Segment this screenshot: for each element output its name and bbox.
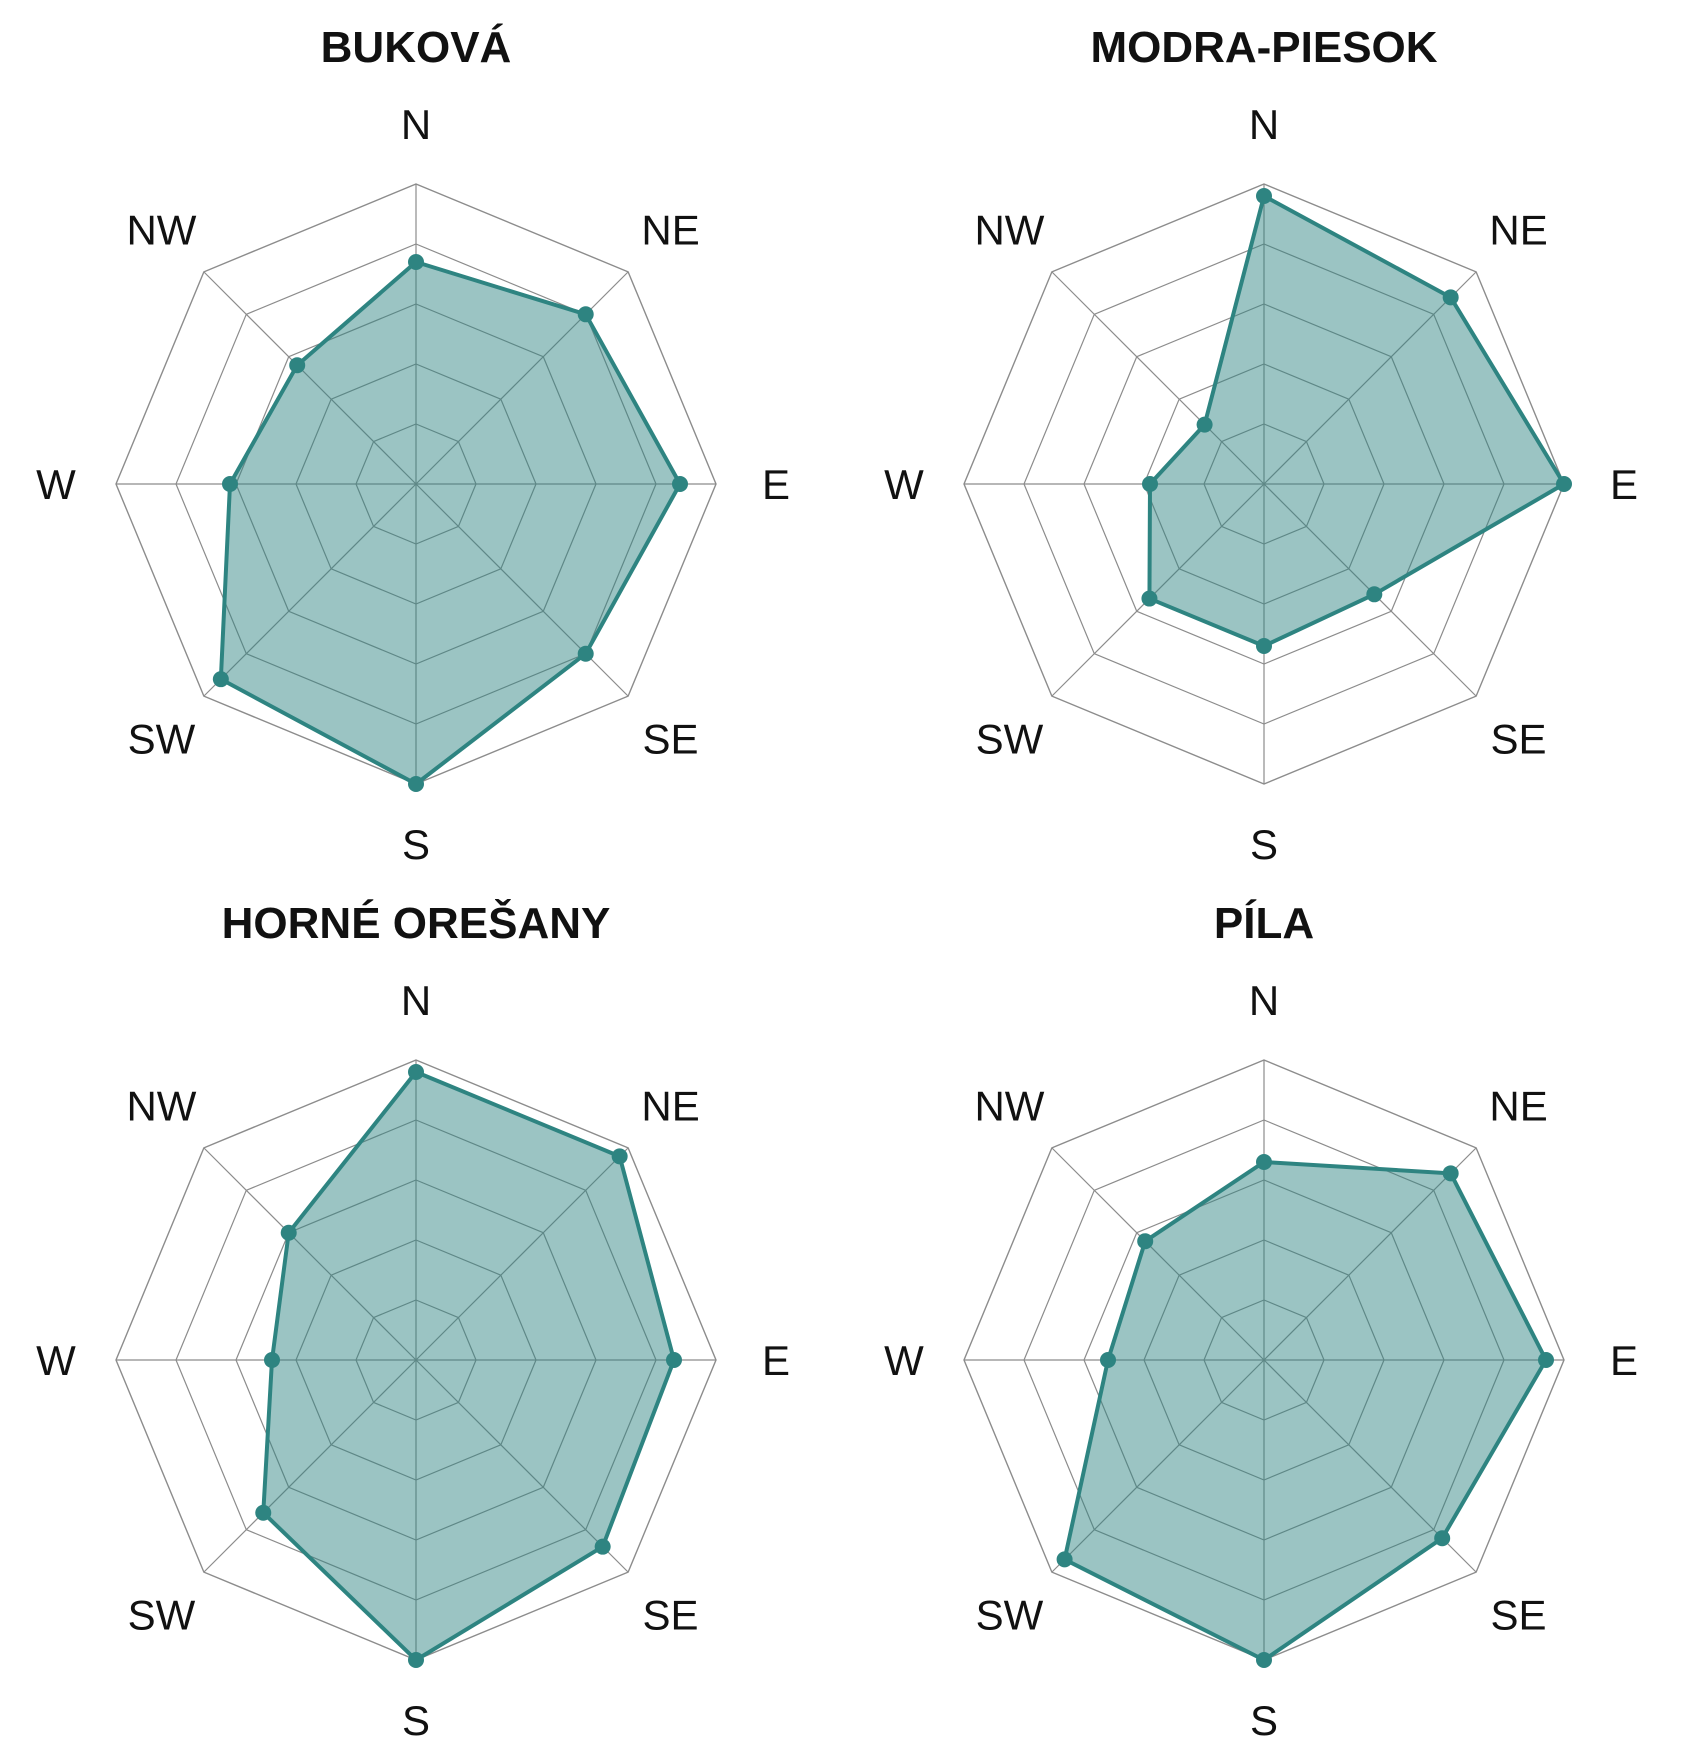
grid-spoke [1051, 1147, 1265, 1361]
direction-label-sw: SW [976, 716, 1044, 763]
data-point-sw [1056, 1551, 1073, 1568]
chart-panel-pila: PÍLA N NE E SE S SW W NW [848, 876, 1695, 1758]
direction-label-n: N [401, 977, 431, 1024]
data-point-s [1256, 638, 1272, 654]
grid-spoke [415, 271, 629, 485]
direction-label-n: N [401, 101, 431, 148]
direction-label-w: W [36, 1337, 76, 1384]
direction-label-sw: SW [128, 716, 196, 763]
data-point-ne [611, 1148, 628, 1165]
grid-spoke [415, 1147, 629, 1361]
direction-label-sw: SW [976, 1592, 1044, 1639]
chart-panel-bukova: BUKOVÁ N NE E SE S SW W NW [0, 0, 847, 882]
grid-spoke [415, 1359, 629, 1573]
data-point-s [1256, 1652, 1272, 1668]
grid-spoke [1051, 483, 1265, 697]
series-area [261, 1070, 676, 1662]
chart-panel-horne-oresany: HORNÉ OREŠANY N NE E SE S SW W NW [0, 876, 847, 1758]
direction-label-se: SE [643, 716, 699, 763]
direction-label-w: W [36, 461, 76, 508]
grid-spoke [203, 271, 417, 485]
grid-spoke [415, 483, 629, 697]
direction-label-s: S [1250, 821, 1278, 868]
grid-spoke [1263, 271, 1477, 485]
chart-panel-modra-piesok: MODRA-PIESOK N NE E SE S SW W NW [848, 0, 1695, 882]
direction-label-s: S [402, 821, 430, 868]
grid-spoke [1263, 1147, 1477, 1361]
data-point-se [594, 1538, 611, 1555]
data-point-se [1366, 586, 1383, 603]
chart-title: PÍLA [1214, 898, 1314, 948]
direction-label-e: E [1610, 1337, 1638, 1384]
data-point-nw [1137, 1233, 1154, 1250]
data-point-sw [212, 671, 229, 688]
data-point-se [577, 645, 594, 662]
data-point-s [408, 1652, 424, 1668]
grid-spoke [203, 483, 417, 697]
data-point-e [1556, 476, 1572, 492]
direction-label-n: N [1249, 977, 1279, 1024]
direction-label-w: W [884, 461, 924, 508]
data-point-n [408, 254, 424, 270]
direction-label-se: SE [1491, 1592, 1547, 1639]
direction-label-e: E [762, 1337, 790, 1384]
direction-label-nw: NW [126, 1082, 196, 1129]
chart-title: BUKOVÁ [321, 22, 512, 72]
grid-spoke [1051, 271, 1265, 485]
direction-label-nw: NW [974, 206, 1044, 253]
direction-label-w: W [884, 1337, 924, 1384]
data-point-e [666, 1352, 682, 1368]
data-point-w [264, 1352, 280, 1368]
data-point-n [1256, 1154, 1272, 1170]
data-point-w [222, 476, 238, 492]
direction-label-nw: NW [126, 206, 196, 253]
radar-chart-pila: PÍLA N NE E SE S SW W NW [884, 898, 1638, 1744]
chart-title: HORNÉ OREŠANY [222, 897, 611, 948]
data-point-sw [1141, 590, 1158, 607]
radar-chart-modra-piesok: MODRA-PIESOK N NE E SE S SW W NW [884, 23, 1638, 868]
data-point-w [1100, 1352, 1116, 1368]
chart-title: MODRA-PIESOK [1090, 23, 1437, 72]
grid-spoke [203, 1147, 417, 1361]
direction-label-nw: NW [974, 1082, 1044, 1129]
data-point-s [408, 776, 424, 792]
data-point-e [672, 476, 688, 492]
data-point-nw [1196, 416, 1213, 433]
direction-label-ne: NE [641, 206, 699, 253]
data-point-e [1538, 1352, 1554, 1368]
grid-spoke [1051, 1359, 1265, 1573]
radar-chart-horne-oresany: HORNÉ OREŠANY N NE E SE S SW W NW [36, 897, 790, 1744]
direction-label-sw: SW [128, 1592, 196, 1639]
data-point-sw [255, 1504, 272, 1521]
direction-label-se: SE [643, 1592, 699, 1639]
data-point-w [1142, 476, 1158, 492]
direction-label-n: N [1249, 101, 1279, 148]
data-point-ne [577, 306, 594, 323]
data-point-nw [289, 357, 306, 374]
grid-spoke [203, 1359, 417, 1573]
data-point-ne [1442, 289, 1459, 306]
direction-label-s: S [1250, 1697, 1278, 1744]
data-point-ne [1442, 1165, 1459, 1182]
direction-label-s: S [402, 1697, 430, 1744]
direction-label-e: E [762, 461, 790, 508]
series-area [218, 260, 682, 786]
radar-chart-bukova: BUKOVÁ N NE E SE S SW W NW [36, 22, 790, 868]
direction-label-ne: NE [641, 1082, 699, 1129]
direction-label-ne: NE [1489, 1082, 1547, 1129]
data-point-n [408, 1064, 424, 1080]
series-area [1062, 1160, 1548, 1662]
direction-label-se: SE [1491, 716, 1547, 763]
data-point-nw [280, 1224, 297, 1241]
data-point-se [1434, 1530, 1451, 1547]
direction-label-ne: NE [1489, 206, 1547, 253]
direction-label-e: E [1610, 461, 1638, 508]
data-point-n [1256, 188, 1272, 204]
